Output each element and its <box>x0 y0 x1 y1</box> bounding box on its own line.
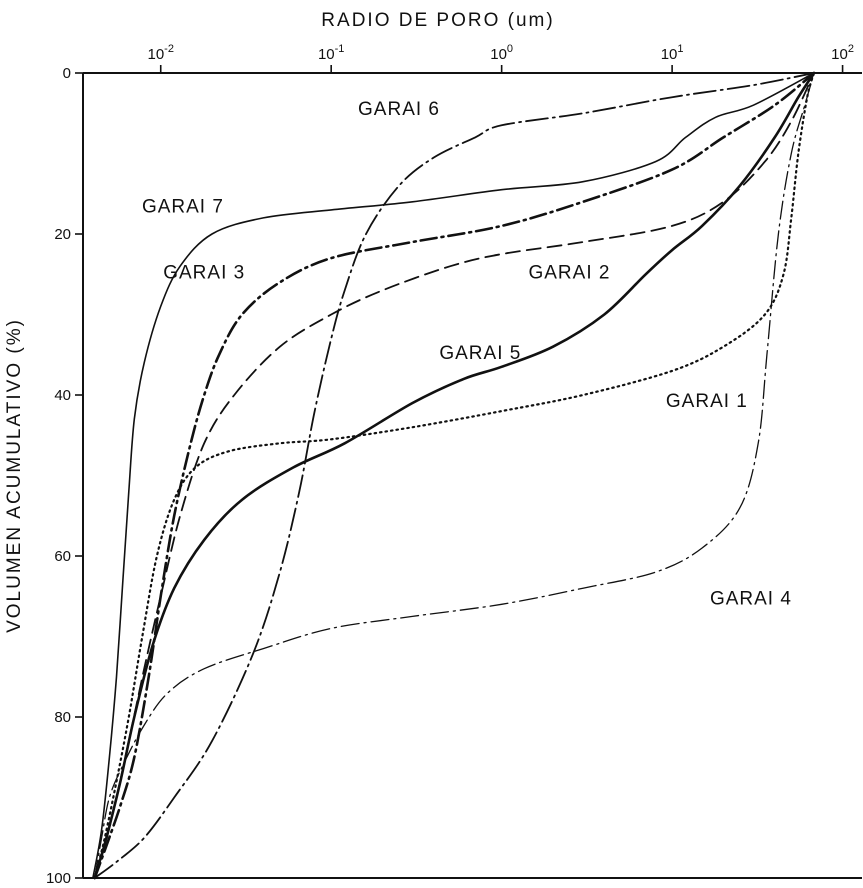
series-label-garai-5: GARAI 5 <box>439 343 521 364</box>
x-tick-label: 102 <box>831 43 854 63</box>
y-tick-label: 100 <box>46 870 71 887</box>
series-line-garai-4 <box>94 72 815 879</box>
series-label-garai-3: GARAI 3 <box>163 262 245 283</box>
x-tick-label: 10-1 <box>318 43 344 63</box>
y-tick-label: 40 <box>54 387 71 404</box>
series-line-garai-7 <box>92 72 815 879</box>
y-axis-title: VOLUMEN ACUMULATIVO (%) <box>4 318 25 633</box>
chart-series-labels: GARAI 1 GARAI 2 GARAI 3 GARAI 4 GARAI 5 GARAI… <box>142 99 792 609</box>
y-tick-label: 80 <box>54 709 71 726</box>
x-tick-label: 100 <box>490 43 513 63</box>
x-tick-label: 10-2 <box>147 43 173 63</box>
y-tick-label: 60 <box>54 548 71 565</box>
y-tick-label: 0 <box>63 65 71 82</box>
series-label-garai-1: GARAI 1 <box>666 391 748 412</box>
y-tick-label: 20 <box>54 226 71 243</box>
series-line-garai-6 <box>93 72 815 879</box>
series-line-garai-5 <box>93 71 816 880</box>
x-axis-title: RADIO DE PORO (um) <box>321 10 554 31</box>
series-label-garai-7: GARAI 7 <box>142 196 224 217</box>
chart-series <box>92 71 816 880</box>
chart-axes: 10-2 10-1 100 101 102 0 20 40 60 80 100 <box>46 43 862 887</box>
series-label-garai-6: GARAI 6 <box>358 99 440 120</box>
series-label-garai-2: GARAI 2 <box>528 262 610 283</box>
x-tick-label: 101 <box>661 43 684 63</box>
series-label-garai-4: GARAI 4 <box>710 588 792 609</box>
